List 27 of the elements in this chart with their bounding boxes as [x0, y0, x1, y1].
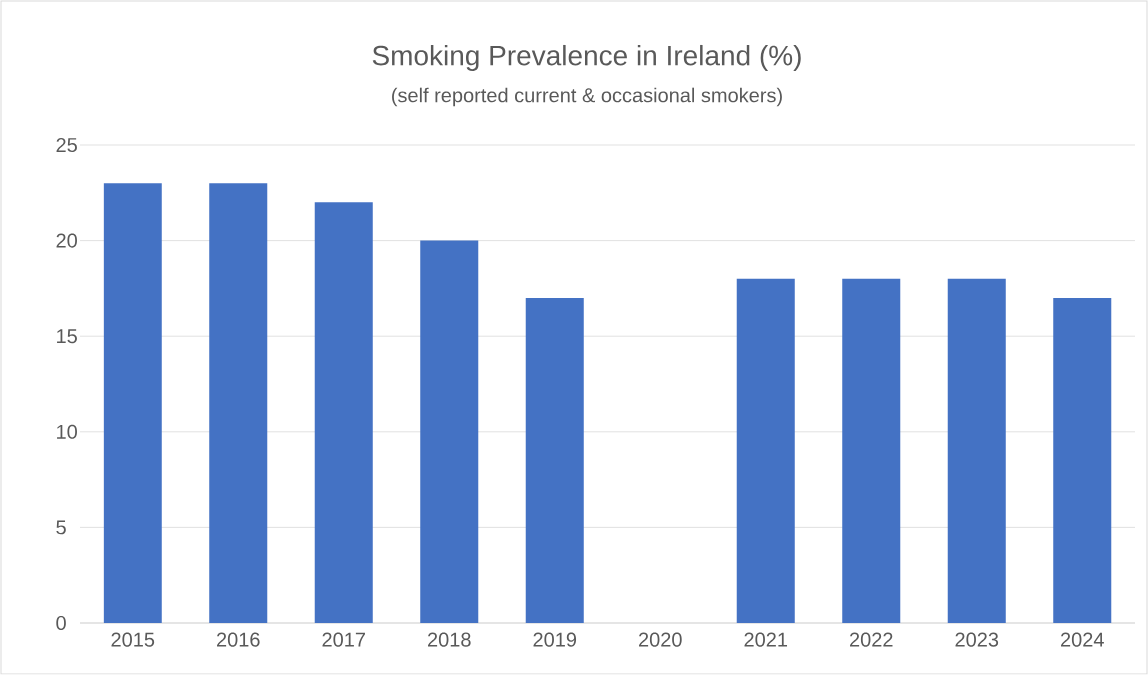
bar — [842, 278, 901, 623]
chart-subtitle: (self reported current & occasional smokers) — [392, 87, 782, 107]
y-tick-label: 5 — [56, 520, 66, 535]
y-tick-label: 0 — [56, 615, 66, 631]
x-tick-label: 2015 — [111, 632, 155, 647]
x-tick-label: 2024 — [1061, 632, 1104, 647]
bar — [947, 278, 1006, 623]
x-tick-label: 2018 — [428, 632, 471, 647]
y-tick-label: 25 — [56, 137, 77, 153]
x-tick-label: 2021 — [744, 632, 788, 647]
y-tick-label: 10 — [57, 424, 77, 439]
x-tick-label: 2019 — [533, 632, 577, 647]
bar — [103, 183, 162, 623]
x-tick-label: 2017 — [322, 632, 365, 647]
x-tick-label: 2022 — [850, 632, 893, 647]
chart-title: Smoking Prevalence in Ireland (%) — [372, 44, 801, 72]
x-tick-label: 2023 — [955, 632, 999, 647]
bar — [314, 202, 373, 623]
bar — [420, 240, 479, 623]
bar — [736, 278, 795, 623]
bar — [209, 183, 268, 623]
x-tick-label: 2016 — [217, 632, 260, 647]
y-tick-label: 20 — [56, 233, 77, 248]
y-tick-label: 15 — [57, 329, 77, 344]
x-tick-label: 2020 — [639, 632, 682, 647]
bar — [525, 297, 584, 623]
bar — [1053, 297, 1112, 623]
